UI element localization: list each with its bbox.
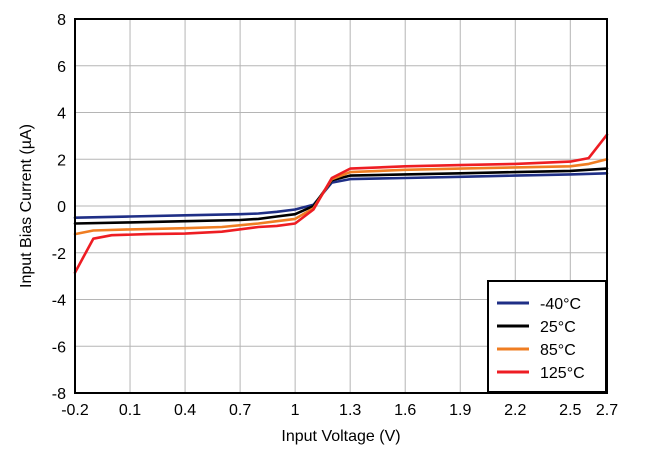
series-line	[73, 172, 609, 219]
y-tick-label: 0	[57, 199, 66, 216]
legend: -40°C 25°C 85°C 125°C	[487, 280, 607, 393]
legend-label: 125°C	[540, 365, 585, 382]
x-tick-label: 2.5	[559, 402, 581, 419]
y-axis-title: Input Bias Current (µA)	[18, 124, 35, 288]
x-tick-label: -0.2	[61, 402, 89, 419]
x-tick-label: 0.1	[119, 402, 141, 419]
x-tick-label: 0.7	[229, 402, 251, 419]
y-tick-label: 2	[57, 152, 66, 169]
plot-frame	[74, 18, 608, 394]
series-line	[73, 133, 609, 274]
y-tick-labels: -8 -6 -4 -2 0 2 4 6 8	[52, 12, 66, 403]
x-tick-label: 1.6	[394, 402, 416, 419]
x-tick-label: 0.4	[174, 402, 196, 419]
x-tick-label: 1	[291, 402, 300, 419]
legend-label: 25°C	[540, 319, 576, 336]
x-tick-label: 1.3	[339, 402, 361, 419]
y-tick-label: -2	[52, 246, 66, 263]
legend-label: -40°C	[540, 296, 581, 313]
series-lines	[73, 133, 609, 274]
y-tick-label: 6	[57, 59, 66, 76]
y-tick-label: -6	[52, 339, 66, 356]
x-tick-label: 2.2	[504, 402, 526, 419]
legend-label: 85°C	[540, 342, 576, 359]
x-tick-label: 2.7	[596, 402, 618, 419]
x-axis-title: Input Voltage (V)	[281, 428, 400, 445]
x-tick-label: 1.9	[449, 402, 471, 419]
y-tick-label: -4	[52, 293, 66, 310]
y-tick-label: 4	[57, 106, 66, 123]
y-tick-label: 8	[57, 12, 66, 29]
x-tick-labels: -0.2 0.1 0.4 0.7 1 1.3 1.6 1.9 2.2 2.5 2.7	[61, 402, 618, 419]
y-tick-label: -8	[52, 386, 66, 403]
